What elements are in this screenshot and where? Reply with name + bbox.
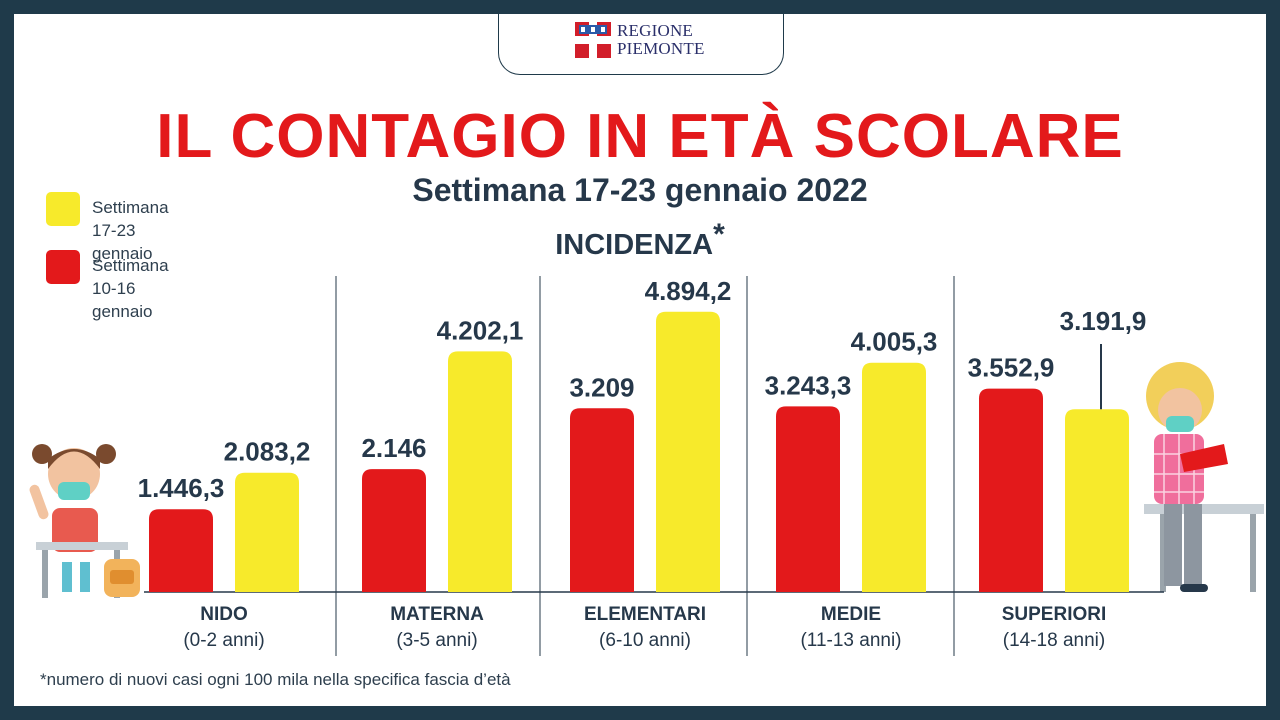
legend-swatch-yellow — [46, 192, 80, 226]
footnote: *numero di nuovi casi ogni 100 mila nell… — [40, 670, 511, 689]
illustrations — [29, 362, 1264, 598]
logo-line-2: PIEMONTE — [617, 39, 705, 58]
bar-nido-previous — [149, 509, 213, 592]
value-label: 4.894,2 — [645, 276, 732, 306]
category-label: ELEMENTARI — [584, 604, 706, 625]
bar-chart: 1.446,3 2.083,2 NIDO (0-2 anni) 2.146 4.202,1… — [29, 276, 1264, 656]
legend-label: Settimana 10-16 gennaio — [92, 256, 169, 321]
category-label: NIDO — [200, 604, 248, 625]
bar-elementari-previous — [570, 408, 634, 592]
value-label: 3.552,9 — [968, 353, 1055, 383]
bar-medie-current — [862, 362, 926, 592]
metric-heading: INCIDENZA* — [14, 218, 1266, 262]
bar-superiori-previous — [979, 388, 1043, 592]
category-label: SUPERIORI — [1002, 604, 1107, 625]
category-range-label: (11-13 anni) — [800, 630, 901, 651]
regione-flag-icon — [575, 22, 611, 58]
legend-swatch-red — [46, 250, 80, 284]
category-range-label: (0-2 anni) — [183, 630, 264, 651]
logo-tab: REGIONE PIEMONTE — [498, 14, 784, 75]
value-label: 1.446,3 — [138, 473, 225, 503]
logo-line-1: REGIONE — [617, 21, 693, 40]
value-label: 3.191,9 — [1060, 306, 1147, 336]
value-label: 3.243,3 — [765, 370, 852, 400]
bar-materna-current — [448, 351, 512, 592]
bar-superiori-current — [1065, 409, 1129, 592]
value-label: 4.202,1 — [437, 315, 524, 345]
page-title: IL CONTAGIO IN ETÀ SCOLARE — [156, 102, 1124, 171]
metric-footnote-mark: * — [713, 218, 725, 251]
category-label: MEDIE — [821, 604, 881, 625]
value-label: 3.209 — [569, 372, 634, 402]
infographic-card: REGIONE PIEMONTE IL CONTAGIO IN ETÀ SCOL… — [14, 14, 1266, 706]
value-label: 2.083,2 — [224, 437, 311, 467]
category-range-label: (14-18 anni) — [1003, 630, 1105, 651]
plot-area: 1.446,3 2.083,2 NIDO (0-2 anni) 2.146 4.202,1… — [138, 276, 1164, 656]
value-label: 4.005,3 — [851, 327, 938, 357]
teacher-illustration — [1144, 362, 1264, 592]
girl-student-illustration — [29, 444, 140, 598]
bar-medie-previous — [776, 406, 840, 592]
value-label: 2.146 — [361, 433, 426, 463]
legend-label: Settimana 17-23 gennaio — [92, 198, 169, 263]
page-subtitle: Settimana 17-23 gennaio 2022 — [412, 172, 868, 208]
bar-materna-previous — [362, 469, 426, 592]
category-label: MATERNA — [390, 604, 484, 625]
category-range-label: (3-5 anni) — [396, 630, 477, 651]
bar-nido-current — [235, 472, 299, 592]
logo-text: REGIONE PIEMONTE — [617, 22, 705, 58]
bar-elementari-current — [656, 311, 720, 592]
category-range-label: (6-10 anni) — [599, 630, 691, 651]
metric-label: INCIDENZA — [555, 229, 714, 261]
